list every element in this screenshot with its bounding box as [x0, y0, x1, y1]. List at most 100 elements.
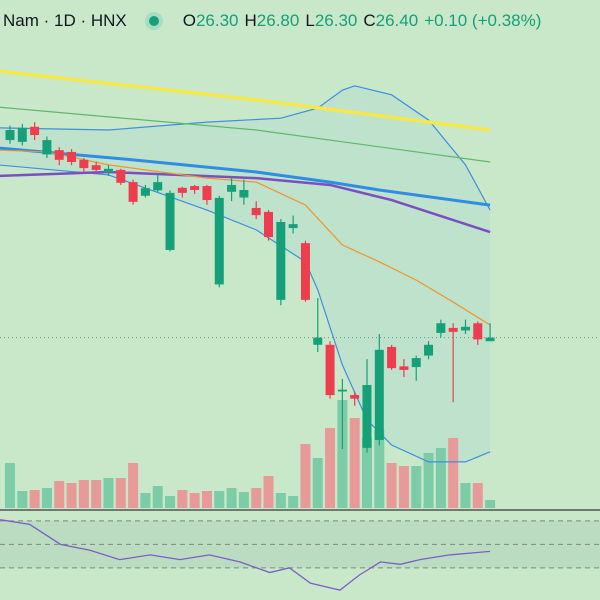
candle-body [202, 186, 212, 201]
candle-body [399, 366, 409, 370]
moving-average [0, 69, 491, 132]
candle-body [362, 385, 372, 448]
candle-body [140, 188, 150, 196]
volume-bar [386, 463, 397, 508]
candle-body [177, 187, 187, 193]
candle-body [79, 159, 89, 169]
volume-bar [177, 490, 188, 508]
volume-bar [398, 466, 409, 508]
candle-body [436, 323, 446, 333]
ohlc-label: H [244, 11, 257, 30]
candle-body [30, 126, 40, 136]
ohlc-label: L [305, 11, 315, 30]
candle-body [460, 326, 470, 331]
candle-body [374, 349, 384, 440]
volume-bar [17, 491, 28, 508]
ohlc-label: O [182, 11, 196, 30]
ohlc-value: 26.80 [256, 11, 300, 30]
volume-bar [201, 491, 212, 508]
volume-bar [472, 483, 483, 508]
moving-average [0, 170, 491, 234]
volume-bar [115, 478, 126, 508]
candle-body [350, 395, 360, 399]
candle-body [227, 184, 237, 192]
volume-bar [238, 492, 249, 508]
candle-body [251, 207, 261, 216]
ohlc-value: 26.30 [195, 11, 239, 30]
volume-bar [66, 483, 77, 508]
volume-bar [435, 448, 446, 508]
candle-body [300, 243, 310, 300]
candle-body [5, 130, 15, 141]
volume-bar [41, 488, 52, 508]
symbol-title: Nam · 1D · HNX [3, 11, 127, 30]
band-line [0, 164, 491, 463]
volume-bar [140, 493, 151, 508]
candle-body [313, 337, 323, 345]
band-fill [0, 85, 491, 462]
volume-bar [226, 488, 237, 508]
volume-bar [78, 480, 89, 508]
candle-body [325, 344, 335, 396]
moving-average [0, 146, 491, 207]
candle-body [91, 165, 101, 170]
volume-bar [374, 430, 385, 508]
ohlc-value: 26.40 [375, 11, 419, 30]
candle-body [473, 323, 483, 340]
candle-body [276, 221, 286, 300]
volume-bar [29, 490, 40, 508]
volume-bar [263, 476, 274, 508]
volume-bar [288, 496, 299, 508]
volume-bar [312, 458, 323, 508]
candle-body [387, 346, 397, 369]
legend-header: Nam · 1D · HNX O26.30 H26.80 L26.30 C26.… [3, 9, 541, 33]
ohlc-value: 26.30 [314, 11, 358, 30]
volume-bar [361, 438, 372, 508]
band-line [0, 85, 491, 211]
rsi-line [0, 519, 491, 591]
ohlc-label: C [363, 11, 376, 30]
volume-bar [165, 496, 176, 508]
candle-body [485, 337, 495, 342]
volume-bar [152, 486, 163, 508]
volume-bar [485, 500, 496, 508]
volume-bar [275, 493, 286, 508]
candle-body [103, 168, 113, 173]
volume-bar [103, 478, 114, 508]
volume-bar [189, 493, 200, 508]
volume-bar [128, 463, 139, 508]
candle-body [288, 224, 298, 229]
candle-body [448, 327, 458, 332]
volume-bar [337, 400, 348, 508]
candle-body [17, 127, 27, 142]
candle-body [424, 344, 434, 356]
candle-body [411, 358, 421, 368]
candle-body [165, 192, 175, 250]
change-value: +0.10 (+0.38%) [424, 11, 542, 30]
candle-body [153, 182, 163, 191]
volume-bar [460, 483, 471, 508]
candle-body [128, 182, 138, 202]
candle-body [214, 197, 224, 285]
candle-body [337, 389, 347, 392]
volume-bar [214, 491, 225, 508]
candle-body [67, 151, 77, 162]
status-dot [148, 16, 159, 26]
volume-bar [325, 428, 336, 508]
candle-body [239, 189, 249, 198]
volume-bar [411, 466, 422, 508]
volume-bar [251, 488, 262, 508]
volume-bar [349, 418, 360, 508]
volume-bar [5, 463, 15, 508]
moving-average [0, 106, 491, 163]
volume-bar [448, 438, 459, 508]
candle-body [264, 211, 274, 238]
volume-bar [423, 453, 434, 508]
volume-bar [91, 480, 102, 508]
candle-body [42, 140, 52, 155]
volume-bar [54, 481, 65, 508]
candle-body [190, 186, 200, 190]
candle-body [116, 169, 126, 183]
